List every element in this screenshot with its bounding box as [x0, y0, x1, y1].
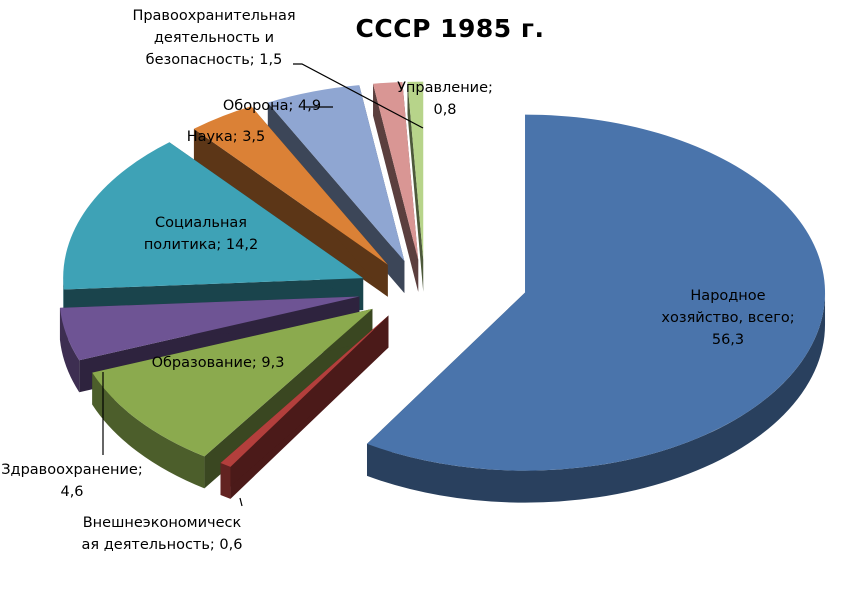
slice-top	[373, 82, 419, 260]
data-label-line: безопасность; 1,5	[146, 52, 283, 68]
data-label-education: Образование; 9,3	[152, 355, 285, 371]
data-label-defense: Оборона; 4,9	[223, 98, 321, 114]
slice-law-enforcement	[373, 82, 419, 292]
data-label-administration: Управление; 0,8	[397, 80, 493, 118]
data-label-line: деятельность и	[154, 30, 274, 46]
slice-top	[59, 296, 360, 361]
slice-wall	[220, 315, 389, 496]
data-label-line: Наука; 3,5	[187, 129, 266, 145]
data-label-line: 4,6	[60, 484, 83, 500]
data-label-line: Социальная	[155, 215, 247, 231]
data-labels: Народное хозяйство, всего; 56,3 Внешнеэконо…	[1, 8, 794, 553]
chart-title: СССР 1985 г.	[355, 14, 545, 43]
data-label-line: Народное	[690, 288, 765, 304]
slice-top	[366, 114, 826, 471]
slice-top	[193, 106, 388, 265]
leader-law-enforcement	[293, 63, 424, 129]
data-label-social-policy: Социальная политика; 14,2	[144, 215, 258, 253]
data-label-line: Управление;	[397, 80, 493, 96]
slices-layer	[59, 81, 826, 503]
slice-rim	[220, 463, 231, 499]
data-label-line: политика; 14,2	[144, 237, 258, 253]
data-label-line: хозяйство, всего;	[661, 310, 794, 326]
data-label-line: ая деятельность; 0,6	[82, 537, 243, 553]
leader-lines	[102, 63, 424, 507]
data-label-line: Образование; 9,3	[152, 355, 285, 371]
slice-top	[92, 308, 373, 457]
slice-rim	[366, 292, 826, 503]
data-label-national-economy: Народное хозяйство, всего; 56,3	[661, 288, 794, 348]
slice-top	[267, 85, 405, 262]
data-label-line: Правоохранительная	[132, 8, 295, 24]
data-label-foreign-economic: Внешнеэкономическ ая деятельность; 0,6	[82, 515, 243, 553]
data-label-line: Оборона; 4,9	[223, 98, 321, 114]
slice-wall	[407, 81, 424, 292]
data-label-science: Наука; 3,5	[187, 129, 266, 145]
slice-national-economy	[366, 114, 826, 503]
slice-top	[63, 142, 364, 290]
data-label-line: 0,8	[433, 102, 456, 118]
data-label-line: 56,3	[712, 332, 744, 348]
data-label-law-enforcement: Правоохранительная деятельность и безопасн…	[132, 8, 295, 68]
data-label-healthcare: Здравоохранение; 4,6	[1, 462, 142, 500]
leader-foreign-economic	[239, 497, 243, 507]
slice-rim	[59, 307, 80, 393]
slice-rim	[92, 372, 205, 489]
slice-science	[193, 106, 388, 297]
slice-wall	[373, 83, 419, 292]
data-label-line: Внешнеэкономическ	[83, 515, 242, 531]
data-label-line: Здравоохранение;	[1, 462, 142, 478]
slice-top	[220, 315, 389, 467]
slice-foreign-economic	[220, 315, 389, 499]
slice-wall	[193, 128, 388, 297]
